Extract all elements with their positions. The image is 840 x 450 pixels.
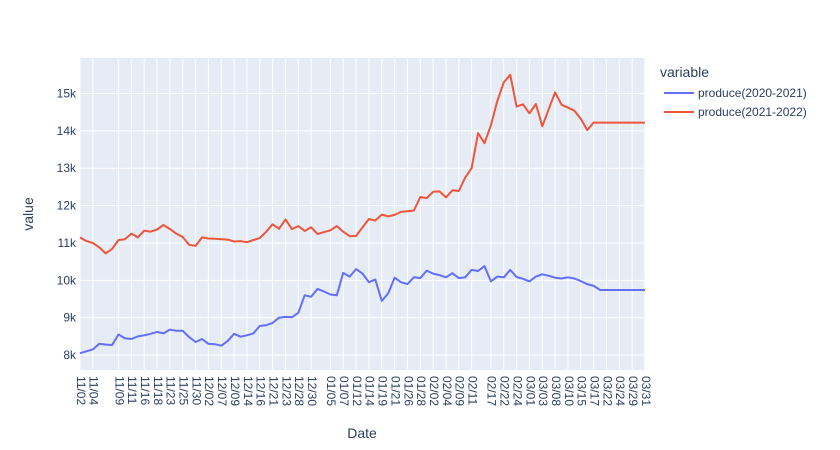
legend-title: variable (660, 64, 709, 80)
y-tick-label: 15k (57, 86, 77, 100)
x-tick-label: 03/17 (587, 376, 601, 406)
x-tick-label: 03/31 (639, 376, 653, 406)
x-tick-label: 12/30 (305, 376, 319, 406)
x-tick-label: 11/09 (112, 376, 126, 405)
series-line-1[interactable] (79, 265, 645, 355)
x-tick-label: 03/15 (575, 376, 589, 406)
y-axis-title: value (20, 197, 36, 231)
x-tick-label: 12/28 (292, 376, 306, 406)
x-tick-label: 11/30 (189, 376, 203, 405)
x-tick-label: 02/11 (465, 376, 479, 405)
x-tick-label: 12/23 (279, 376, 293, 406)
x-tick-label: 02/17 (485, 376, 499, 406)
y-tick-label: 10k (57, 273, 77, 287)
x-tick-label: 01/19 (376, 376, 390, 406)
y-tick-label: 14k (57, 124, 77, 138)
x-tick-label: 12/09 (228, 376, 242, 406)
y-gridlines (80, 92, 645, 356)
x-tick-label: 11/11 (125, 376, 139, 405)
y-tick-label: 8k (63, 348, 77, 362)
y-tick-label: 12k (57, 199, 77, 213)
x-tick-label: 02/04 (440, 376, 454, 406)
x-tick-label: 03/24 (613, 376, 627, 406)
x-tick-label: 02/24 (510, 376, 524, 406)
x-tick-label: 02/02 (427, 376, 441, 406)
legend[interactable]: variable produce(2020-2021) produce(2021… (660, 64, 807, 119)
series-layer (79, 73, 645, 355)
legend-label-2: produce(2021-2022) (698, 105, 807, 119)
x-tick-label: 03/03 (536, 376, 550, 406)
x-tick-label: 12/14 (241, 376, 255, 406)
x-tick-label: 11/04 (87, 376, 101, 405)
x-axis-title: Date (347, 425, 377, 441)
x-tick-label: 03/29 (626, 376, 640, 406)
x-tick-label: 11/16 (138, 376, 152, 405)
x-tick-label: 01/05 (324, 376, 338, 406)
x-tick-label: 03/08 (549, 376, 563, 406)
y-tick-labels: 8k 9k 10k 11k 12k 13k 14k 15k (57, 86, 77, 362)
x-tick-label: 01/26 (401, 376, 415, 406)
x-tick-label: 12/07 (215, 376, 229, 406)
x-tick-label: 02/22 (498, 376, 512, 406)
x-tick-label: 12/02 (202, 376, 216, 406)
x-tick-label: 01/14 (363, 376, 377, 406)
series-line-2[interactable] (79, 73, 645, 255)
x-tick-label: 11/25 (177, 376, 191, 405)
x-tick-label: 12/16 (254, 376, 268, 406)
x-tick-label: 01/12 (350, 376, 364, 406)
x-tick-label: 01/28 (414, 376, 428, 406)
legend-item-1[interactable]: produce(2020-2021) (664, 86, 807, 100)
x-gridlines (79, 58, 646, 370)
x-tick-label: 11/02 (74, 376, 88, 405)
x-tick-label: 01/21 (388, 376, 402, 406)
x-tick-label: 12/21 (266, 376, 280, 406)
x-tick-label: 03/01 (523, 376, 537, 406)
x-tick-label: 01/07 (337, 376, 351, 406)
x-tick-label: 03/22 (600, 376, 614, 406)
y-tick-label: 13k (57, 161, 77, 175)
legend-label-1: produce(2020-2021) (698, 86, 807, 100)
y-tick-label: 11k (58, 236, 77, 250)
legend-item-2[interactable]: produce(2021-2022) (664, 105, 807, 119)
x-tick-label: 11/18 (151, 376, 165, 405)
x-tick-label: 02/09 (453, 376, 467, 406)
plot-background (80, 58, 645, 370)
x-tick-label: 11/23 (164, 376, 178, 405)
x-tick-label: 03/10 (562, 376, 576, 406)
y-tick-label: 9k (63, 311, 77, 325)
